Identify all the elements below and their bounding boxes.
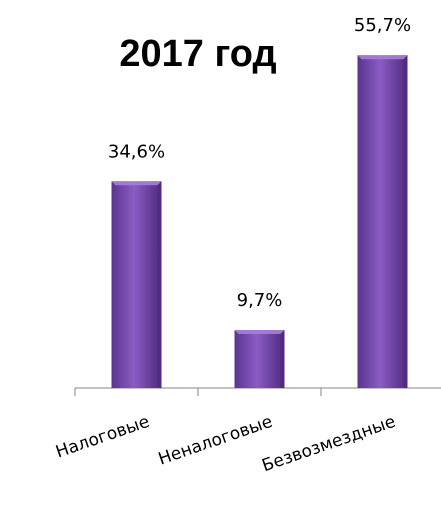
chart-title: 2017 год	[119, 33, 276, 75]
bar-bevel-top	[234, 330, 285, 335]
bar-2	[234, 330, 285, 388]
bar-bevel-side	[403, 55, 408, 388]
bar-1	[111, 181, 162, 388]
bar-bevel-top	[111, 181, 162, 186]
plot-area: 34,6% Налоговые 9,7% Неналоговые 55,7% Безвоз…	[53, 15, 441, 476]
bar-bevel-side	[157, 181, 162, 388]
x-tick-label: Неналоговые	[156, 412, 275, 470]
bar-bevel-top	[357, 55, 408, 60]
data-label: 55,7%	[354, 15, 411, 36]
data-label: 9,7%	[237, 290, 283, 311]
bar-bevel-side	[280, 330, 285, 388]
x-tick-label: Налоговые	[53, 412, 152, 463]
bar-3	[357, 55, 408, 388]
x-tick-label: Безвозмездные	[260, 412, 399, 476]
data-label: 34,6%	[108, 141, 165, 162]
